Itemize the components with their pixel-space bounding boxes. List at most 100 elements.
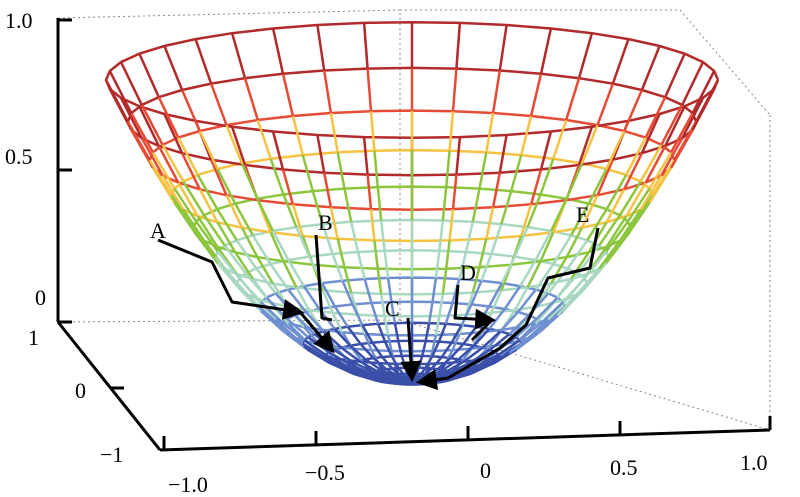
mesh-radial [605, 215, 628, 248]
box-edge [679, 9, 771, 116]
mesh-radial [223, 244, 247, 274]
box-edge [57, 9, 401, 19]
mesh-radial [230, 32, 247, 79]
mesh-radial [476, 353, 499, 368]
mesh-radial [639, 174, 663, 211]
mesh-radial [316, 24, 326, 71]
mesh-radial [325, 353, 348, 368]
mesh-radial [444, 302, 454, 325]
mesh-radial [260, 310, 284, 332]
mesh-radial [470, 280, 483, 305]
mesh-radial [471, 266, 481, 293]
mesh-radial [173, 187, 198, 223]
mesh-radial [464, 365, 484, 377]
mesh-radial [362, 136, 369, 175]
mesh-radial [238, 287, 262, 312]
mesh-radial [383, 315, 390, 336]
mesh-radial [304, 311, 325, 333]
mesh-radial [363, 278, 373, 304]
mesh-radial [372, 370, 393, 380]
mesh-radial [148, 159, 173, 197]
mesh-radial [498, 24, 508, 71]
mesh-radial [431, 341, 441, 357]
z-tick-label: 0 [35, 285, 46, 310]
mesh-radial [626, 201, 651, 236]
mesh-radial [216, 262, 241, 290]
mesh-radial [519, 321, 543, 342]
mesh-radial [336, 238, 346, 268]
bowl-mesh [104, 20, 720, 386]
mesh-radial [376, 369, 395, 380]
mesh-radial [371, 341, 384, 358]
mesh-radial [281, 321, 305, 342]
mesh-radial [180, 89, 201, 132]
mesh-radial [234, 202, 254, 236]
mesh-radial [623, 152, 644, 190]
mesh-radial [598, 239, 621, 270]
mesh-radial [580, 194, 599, 229]
mesh-radial [535, 296, 559, 320]
mesh-radial [436, 357, 452, 371]
mesh-radial [535, 314, 559, 336]
mesh-radial [195, 233, 219, 264]
point-label-e: E [576, 202, 589, 227]
mesh-radial [286, 317, 309, 339]
mesh-radial [431, 277, 438, 303]
mesh-radial [490, 223, 503, 255]
mesh-radial [596, 83, 615, 126]
mesh-radial [238, 277, 262, 303]
mesh-radial [441, 268, 448, 295]
mesh-radial [316, 134, 326, 173]
mesh-radial [390, 301, 397, 324]
x-tick-label: −1.0 [168, 472, 208, 497]
mesh-radial [464, 346, 484, 362]
mesh-radial [605, 188, 626, 223]
mesh-radial [356, 251, 366, 280]
mesh-radial [640, 113, 661, 154]
mesh-radial [251, 234, 272, 265]
mesh-radial [225, 194, 244, 229]
mesh-radial [216, 208, 238, 241]
mesh-radial [363, 333, 373, 351]
mesh-radial [151, 151, 176, 190]
mesh-radial [489, 333, 511, 351]
mesh-radial [444, 150, 451, 188]
mesh-radial [209, 159, 228, 196]
z-tick-label: 0.5 [5, 144, 33, 169]
mesh-radial [670, 129, 694, 169]
mesh-radial [508, 336, 530, 354]
mesh-radial [500, 190, 513, 225]
mesh-radial [359, 343, 375, 359]
mesh-radial [497, 339, 521, 356]
mesh-radial [386, 277, 393, 303]
mesh-radial [324, 356, 347, 370]
mesh-radial [322, 172, 333, 208]
mesh-radial [302, 285, 321, 310]
mesh-radial [508, 314, 530, 335]
mesh-radial [346, 365, 370, 376]
mesh-radial [478, 238, 488, 268]
mesh-radial [182, 180, 206, 216]
mesh-radial [216, 250, 241, 279]
mesh-radial [469, 348, 491, 364]
mesh-radial [343, 266, 353, 293]
mesh-radial [380, 368, 398, 379]
mesh-radial [256, 256, 274, 285]
mesh-radial [515, 317, 538, 339]
point-labels: A B C D E [150, 202, 589, 321]
mesh-radial [161, 174, 185, 211]
mesh-radial [349, 363, 371, 375]
mesh-radial [565, 162, 584, 200]
mesh-radial [256, 198, 275, 232]
mesh-radial [485, 207, 495, 240]
mesh-radial [358, 359, 378, 373]
mesh-radial [369, 208, 376, 241]
mesh-radial [488, 282, 503, 308]
mesh-radial [457, 344, 475, 361]
mesh-radial [526, 194, 542, 228]
mesh-radial [513, 226, 529, 258]
mesh-radial [192, 227, 217, 258]
mesh-radial [291, 115, 305, 156]
mesh-radial [430, 356, 443, 370]
mesh-radial [321, 223, 334, 255]
